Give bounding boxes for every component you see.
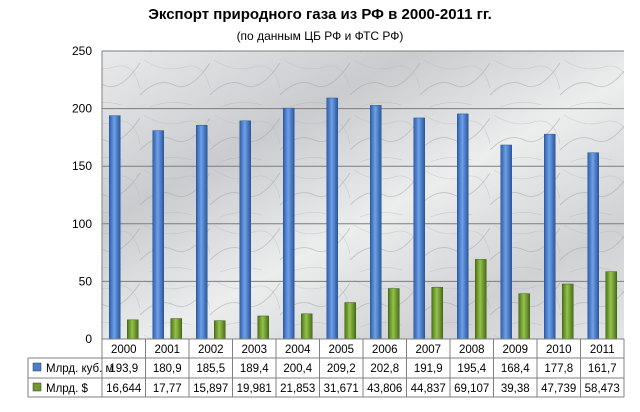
table-cell: 21,853 (280, 383, 315, 395)
bar-value (344, 302, 356, 340)
x-tick-label: 2000 (111, 344, 137, 356)
bar-volume (587, 152, 599, 340)
x-tick-label: 2003 (241, 344, 267, 356)
table-cell: 177,8 (544, 363, 573, 375)
table-cell: 58,473 (585, 383, 620, 395)
bar-value (127, 319, 139, 340)
x-tick-label: 2001 (154, 344, 180, 356)
bar-value (562, 283, 574, 340)
x-tick-label: 2008 (459, 344, 485, 356)
plot-area-texture (102, 51, 624, 339)
x-tick-label: 2006 (372, 344, 398, 356)
table-cell: 185,5 (196, 363, 225, 375)
chart-title: Экспорт природного газа из РФ в 2000-201… (148, 6, 492, 23)
bar-value (301, 313, 313, 340)
y-tick-label: 150 (72, 159, 92, 173)
table-cell: 191,9 (414, 363, 443, 375)
table-cell: 31,671 (324, 383, 359, 395)
x-tick-label: 2002 (198, 344, 224, 356)
table-cell: 17,77 (153, 383, 182, 395)
table-cell: 202,8 (370, 363, 399, 375)
y-tick-label: 250 (72, 44, 92, 58)
table-cell: 44,837 (411, 383, 446, 395)
bar-value (475, 259, 487, 340)
legend-label: Млрд. $ (46, 383, 89, 395)
table-cell: 39,38 (501, 383, 530, 395)
table-cell: 161,7 (588, 363, 617, 375)
table-cell: 15,897 (193, 383, 228, 395)
bar-volume (413, 117, 425, 340)
bar-volume (109, 115, 121, 340)
bar-value (214, 320, 226, 340)
x-tick-label: 2007 (415, 344, 441, 356)
legend-key (32, 382, 42, 392)
table-cell: 19,981 (237, 383, 272, 395)
y-tick-label: 0 (85, 332, 92, 346)
bar-volume (152, 130, 164, 340)
table-cell: 47,739 (541, 383, 576, 395)
table-cell: 180,9 (153, 363, 182, 375)
bar-volume (239, 120, 251, 340)
bar-volume (196, 125, 208, 340)
bar-volume (500, 144, 512, 340)
bar-volume (457, 113, 469, 340)
table-cell: 43,806 (367, 383, 402, 395)
table-cell: 189,4 (240, 363, 269, 375)
x-tick-label: 2011 (590, 344, 615, 356)
table-cell: 16,644 (106, 383, 142, 395)
bar-volume (283, 107, 295, 340)
bar-value (431, 287, 443, 340)
bar-volume (326, 97, 338, 340)
y-tick-label: 50 (79, 274, 93, 288)
legend-label: Млрд. куб. м (46, 363, 114, 375)
x-tick-label: 2004 (285, 344, 311, 356)
y-tick-label: 200 (72, 102, 92, 116)
table-cell: 200,4 (283, 363, 312, 375)
legend-key (32, 362, 42, 372)
chart-subtitle: (по данным ЦБ РФ и ФТС РФ) (236, 29, 404, 43)
bar-value (388, 288, 400, 340)
bar-value (257, 315, 269, 340)
bar-value (518, 293, 530, 340)
x-tick-label: 2010 (546, 344, 572, 356)
table-cell: 193,9 (109, 363, 138, 375)
bar-value (605, 271, 617, 340)
y-tick-label: 100 (72, 217, 92, 231)
table-cell: 69,107 (454, 383, 489, 395)
table-cell: 195,4 (457, 363, 486, 375)
table-cell: 168,4 (501, 363, 530, 375)
bar-volume (544, 133, 556, 340)
table-cell: 209,2 (327, 363, 356, 375)
bar-value (170, 318, 182, 340)
x-tick-label: 2005 (328, 344, 354, 356)
x-tick-label: 2009 (502, 344, 528, 356)
bar-volume (370, 105, 382, 340)
